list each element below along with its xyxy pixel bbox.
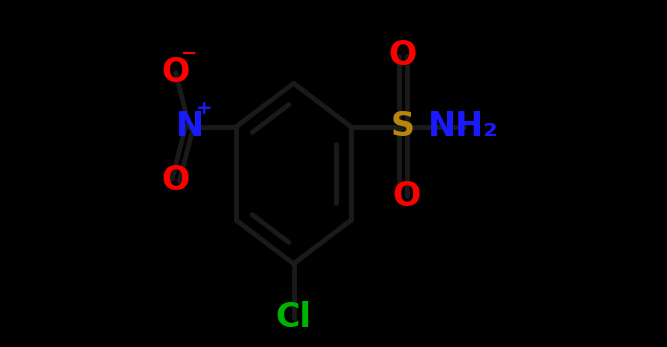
Text: −: −: [181, 44, 197, 63]
Text: N: N: [175, 110, 203, 143]
Text: S: S: [391, 110, 415, 143]
Text: O: O: [161, 164, 189, 197]
Text: O: O: [161, 56, 189, 90]
Text: +: +: [196, 99, 212, 118]
Text: O: O: [392, 179, 420, 213]
Text: Cl: Cl: [275, 301, 311, 334]
Text: NH₂: NH₂: [428, 110, 499, 143]
Text: O: O: [389, 39, 417, 72]
